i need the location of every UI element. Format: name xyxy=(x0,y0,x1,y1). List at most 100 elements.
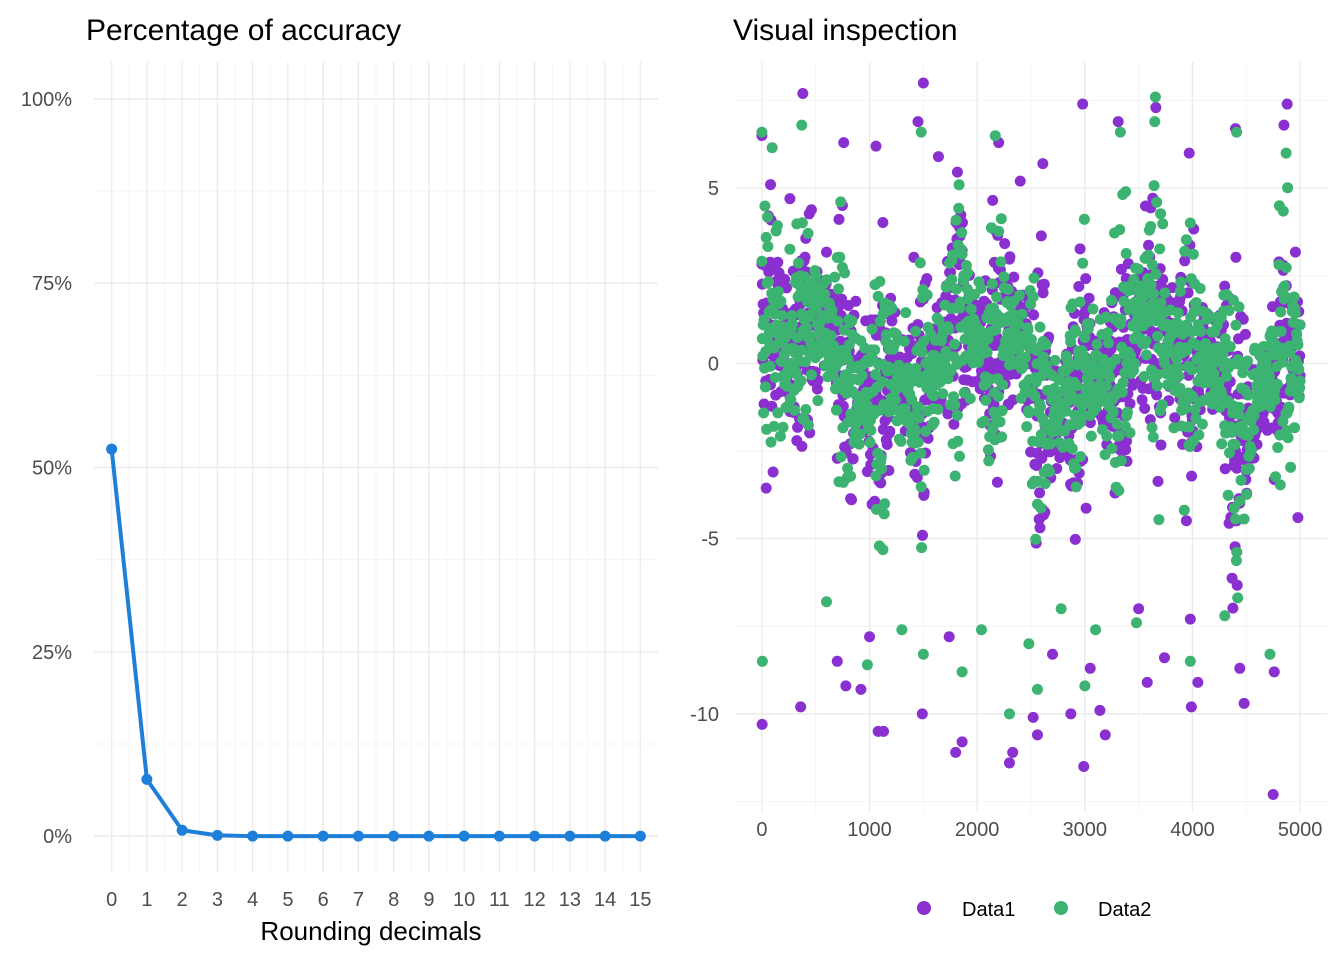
accuracy-x-tick-labels: 0 1 2 3 4 5 6 7 8 9 10 11 12 13 14 15 xyxy=(106,889,651,911)
data2-point xyxy=(917,648,929,660)
data1-point xyxy=(1120,444,1132,456)
data1-point xyxy=(1155,439,1167,451)
data1-point xyxy=(840,680,852,692)
data2-point xyxy=(1172,362,1184,373)
data2-point xyxy=(1242,355,1254,367)
accuracy-x-tick-label: 10 xyxy=(453,889,475,911)
data2-point xyxy=(759,200,771,212)
scatter-y-tick-label: 5 xyxy=(708,178,719,200)
data2-point xyxy=(861,659,873,671)
data2-point xyxy=(1224,341,1236,353)
data2-point xyxy=(1292,339,1304,351)
accuracy-series-points xyxy=(106,443,646,842)
data2-point xyxy=(1282,432,1294,444)
data1-point xyxy=(1027,711,1039,723)
data2-point xyxy=(1022,324,1034,336)
data2-point xyxy=(1019,352,1031,363)
data1-point xyxy=(1151,389,1163,401)
data2-point xyxy=(854,428,866,440)
data2-point xyxy=(1030,533,1042,545)
data2-point xyxy=(1031,683,1043,695)
data1-point xyxy=(1169,412,1181,424)
data1-point xyxy=(1180,515,1192,527)
data1-point xyxy=(884,425,896,437)
data2-point xyxy=(1116,386,1128,398)
data2-point xyxy=(1283,401,1295,413)
data1-point xyxy=(943,631,955,643)
accuracy-x-tick-label: 7 xyxy=(353,889,364,911)
data2-point xyxy=(793,257,804,269)
data2-point xyxy=(856,369,868,381)
accuracy-point xyxy=(141,773,153,785)
data2-point xyxy=(1229,439,1241,450)
data2-point xyxy=(1148,288,1160,300)
data2-point xyxy=(1289,307,1301,319)
data2-point xyxy=(1100,311,1112,323)
data1-point xyxy=(1035,230,1047,242)
data2-point xyxy=(1289,422,1300,434)
data2-point xyxy=(1040,339,1052,351)
data2-point xyxy=(762,276,774,288)
data1-point xyxy=(1034,487,1046,499)
data2-point xyxy=(1039,478,1051,490)
legend-label-data2: Data2 xyxy=(1098,899,1151,921)
accuracy-point xyxy=(564,830,576,842)
data2-point xyxy=(1147,431,1159,443)
accuracy-x-tick-label: 14 xyxy=(594,889,616,911)
scatter-x-tick-label: 4000 xyxy=(1170,819,1215,841)
data2-point xyxy=(1243,463,1255,474)
data1-point xyxy=(1183,147,1195,159)
data1-point xyxy=(772,256,784,268)
data2-point xyxy=(1038,351,1049,363)
data2-point xyxy=(928,390,940,402)
data2-point xyxy=(916,542,928,554)
data1-point xyxy=(1038,278,1050,290)
data2-point xyxy=(879,498,891,510)
visual-inspection-x-tick-labels: 0 1000 2000 3000 4000 5000 xyxy=(756,819,1322,841)
data1-point xyxy=(1152,475,1164,487)
data2-point xyxy=(1002,283,1014,295)
data1-point xyxy=(956,736,968,748)
data2-point xyxy=(1143,249,1154,261)
data2-point xyxy=(1293,364,1305,375)
data1-point xyxy=(1239,328,1251,340)
data1-point xyxy=(756,718,768,730)
data2-point xyxy=(1154,243,1166,255)
data2-point xyxy=(1234,495,1246,507)
data1-point xyxy=(1281,98,1293,110)
scatter-x-tick-label: 5000 xyxy=(1278,819,1323,841)
data1-point xyxy=(1231,462,1243,474)
data2-point xyxy=(928,416,940,428)
accuracy-x-tick-label: 4 xyxy=(247,889,258,911)
data2-point xyxy=(1066,443,1078,455)
data1-point xyxy=(881,439,893,450)
data2-point xyxy=(953,179,965,191)
data2-point xyxy=(1248,424,1260,436)
accuracy-y-tick-label: 0% xyxy=(43,826,72,848)
data2-point xyxy=(872,290,884,302)
data2-point xyxy=(833,283,844,295)
data2-point xyxy=(1271,378,1283,390)
data2-point xyxy=(1074,296,1086,308)
data2-point xyxy=(995,256,1007,268)
data2-point xyxy=(760,231,772,243)
data2-point xyxy=(1249,342,1261,354)
data2-point xyxy=(886,302,898,314)
data2-point xyxy=(1076,400,1088,412)
data2-point xyxy=(1179,245,1191,257)
data2-point xyxy=(1294,319,1306,331)
data2-point xyxy=(949,470,961,482)
data2-point xyxy=(1186,364,1198,376)
data1-point xyxy=(1186,470,1198,482)
data1-point xyxy=(1034,522,1046,534)
data2-point xyxy=(875,452,887,463)
data2-point xyxy=(764,360,776,372)
data1-point xyxy=(1037,158,1049,170)
accuracy-x-tick-label: 3 xyxy=(212,889,223,911)
data2-point xyxy=(1124,427,1136,439)
data2-point xyxy=(1230,555,1242,567)
data2-point xyxy=(866,323,878,335)
data2-point xyxy=(956,227,968,239)
data2-point xyxy=(1276,356,1288,368)
data2-point xyxy=(1152,368,1164,380)
